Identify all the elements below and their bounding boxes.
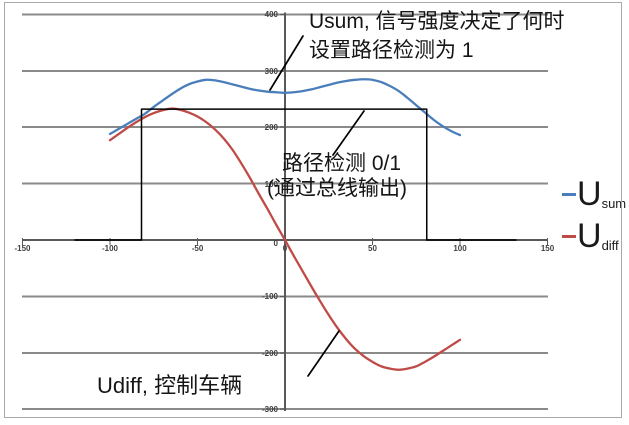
x-tick-label: 150 [540,244,555,253]
x-tick-label: -100 [101,244,118,253]
series-path_detection_pulse [74,108,517,241]
y-tick-label: -300 [261,405,278,415]
usum-line-swatch [562,192,576,196]
x-tick-label: 0 [282,244,288,253]
y-tick-label: 400 [264,10,278,20]
y-tick-label: -200 [261,348,278,358]
y-tick-label: 100 [264,179,278,189]
annotation-usum-line1: Usum, 信号强度决定了何时 [309,10,565,33]
callout-line-1 [269,35,304,91]
series-Usum [108,78,462,137]
x-tick-label: -50 [191,244,204,253]
callout-line-2 [332,110,365,156]
annotation-usum: Usum, 信号强度决定了何时 设置路径检测为 1 [309,7,565,65]
annotation-usum-line2: 设置路径检测为 1 [309,39,474,62]
x-tick-label: 100 [453,244,467,253]
legend-usum-subscript: sum [601,196,627,211]
legend-udiff-subscript: diff [601,238,619,253]
y-tick-label: 200 [264,123,278,133]
x-tick-label: 50 [368,244,377,253]
y-tick-label: 300 [264,66,278,76]
udiff-line-swatch [562,234,576,238]
y-tick-label: -100 [261,292,278,302]
annotation-path-detection-line1: 路径检测 0/1 [282,152,402,175]
x-tick-label: -150 [14,244,31,253]
legend-usum-label: U [577,175,602,213]
y-tick-label: 0 [273,239,278,248]
annotation-udiff: Udiff, 控制车辆 [97,373,243,398]
legend-udiff-label: U [577,217,602,255]
legend-item-udiff: U diff [562,217,626,255]
callout-line-3 [307,330,340,377]
legend-item-usum: U sum [562,175,627,213]
legend: U sum U diff [562,175,627,262]
annotation-path-detection-line2: (通过总线输出) [267,177,407,200]
